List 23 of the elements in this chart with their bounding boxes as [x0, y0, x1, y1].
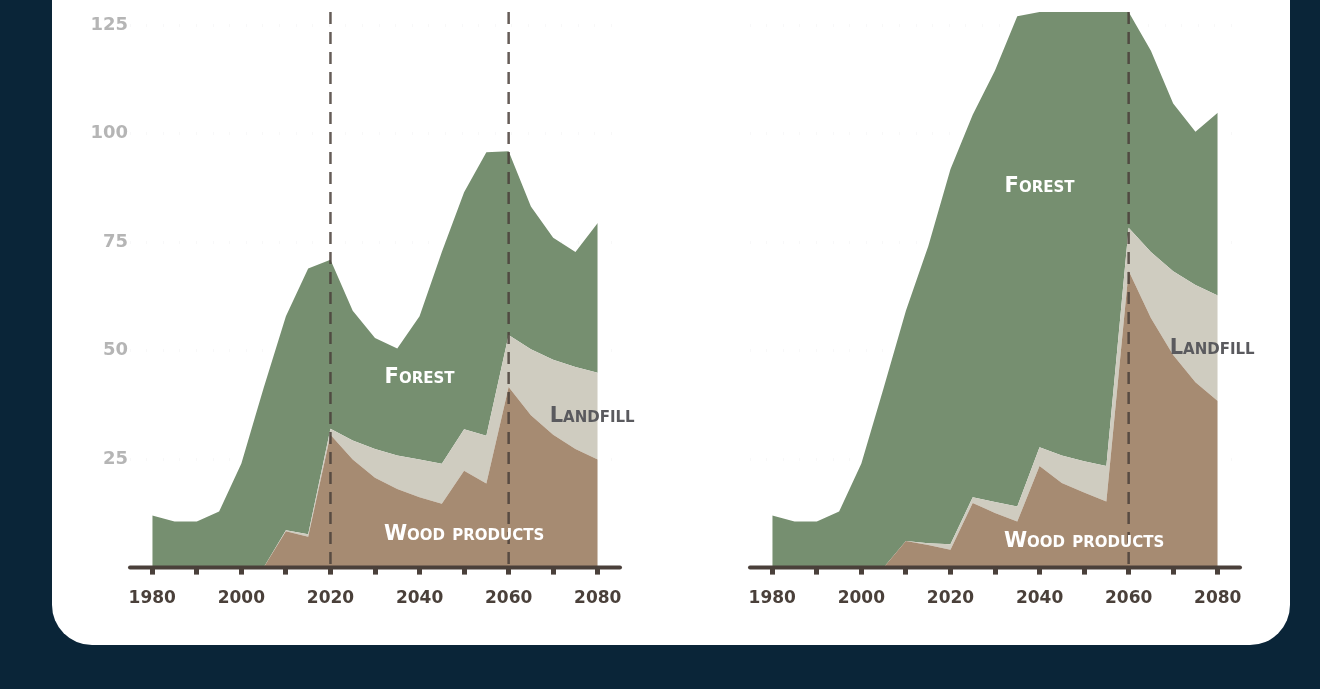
x-tick-label: 2040 — [395, 587, 444, 608]
y-tick-label: 50 — [102, 338, 128, 360]
y-tick-label: 100 — [90, 121, 128, 143]
series-label: Wood products — [1003, 527, 1165, 552]
x-tick-label: 2020 — [926, 587, 975, 608]
series-label: Forest — [1004, 172, 1076, 197]
x-tick-label: 2020 — [306, 587, 355, 608]
x-tick-label: 1980 — [128, 587, 177, 608]
y-tick-label: 25 — [102, 446, 128, 468]
series-label: Forest — [384, 364, 456, 389]
series-label: Landfill — [1169, 334, 1256, 359]
x-tick-label: 2060 — [484, 587, 533, 608]
series-label: Wood products — [383, 520, 545, 545]
y-tick-label: 75 — [102, 229, 128, 251]
series-label: Landfill — [549, 402, 636, 427]
x-tick-label: 2080 — [1194, 587, 1242, 608]
x-tick-label: 2060 — [1104, 587, 1153, 608]
x-tick-label: 2080 — [574, 587, 622, 608]
x-tick-label: 1980 — [748, 587, 797, 608]
x-tick-label: 2040 — [1015, 587, 1064, 608]
x-tick-label: 2000 — [837, 587, 886, 608]
y-tick-label: 125 — [90, 12, 128, 34]
x-tick-label: 2000 — [217, 587, 266, 608]
